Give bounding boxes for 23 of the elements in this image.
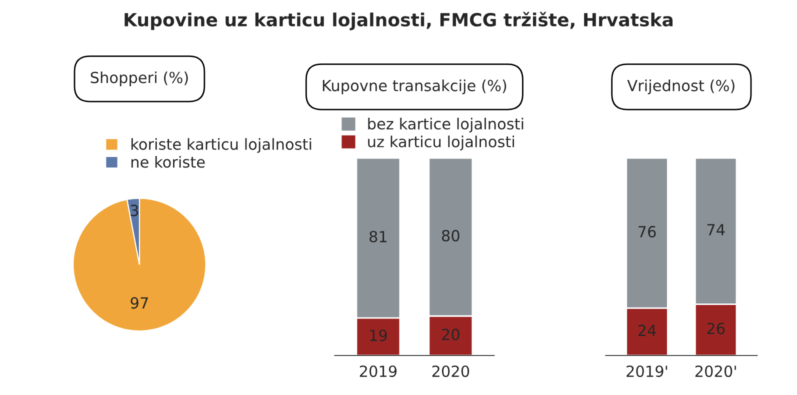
data-label: 97 xyxy=(130,297,148,309)
data-label: 80 xyxy=(442,230,460,242)
pie-slice xyxy=(72,198,206,332)
legend-label: bez kartice lojalnosti xyxy=(368,118,524,133)
x-tick-label: 2019 xyxy=(360,365,397,378)
data-label: 19 xyxy=(370,330,387,342)
data-label: 81 xyxy=(370,230,387,242)
legend-label: koriste karticu lojalnosti xyxy=(131,138,312,153)
data-label: 76 xyxy=(638,226,656,238)
x-tick-label: 2020' xyxy=(695,365,736,378)
data-label: 3 xyxy=(130,204,138,216)
data-label: 74 xyxy=(707,224,725,236)
data-label: 26 xyxy=(707,322,725,334)
text: Kupovine uz karticu lojalnosti, FMCG tržište, Hrvatska xyxy=(124,12,673,30)
chart-subtitle: Shopperi (%) xyxy=(90,71,188,86)
x-tick-label: 2020 xyxy=(432,365,470,378)
data-label: 24 xyxy=(638,324,656,336)
chart-subtitle: Kupovne transakcije (%) xyxy=(322,80,506,94)
chart-subtitle: Vrijednost (%) xyxy=(627,80,734,94)
legend-label: uz karticu lojalnosti xyxy=(368,136,514,150)
data-label: 20 xyxy=(442,328,460,340)
x-tick-label: 2019' xyxy=(626,365,668,378)
legend-label: ne koriste xyxy=(131,156,205,168)
